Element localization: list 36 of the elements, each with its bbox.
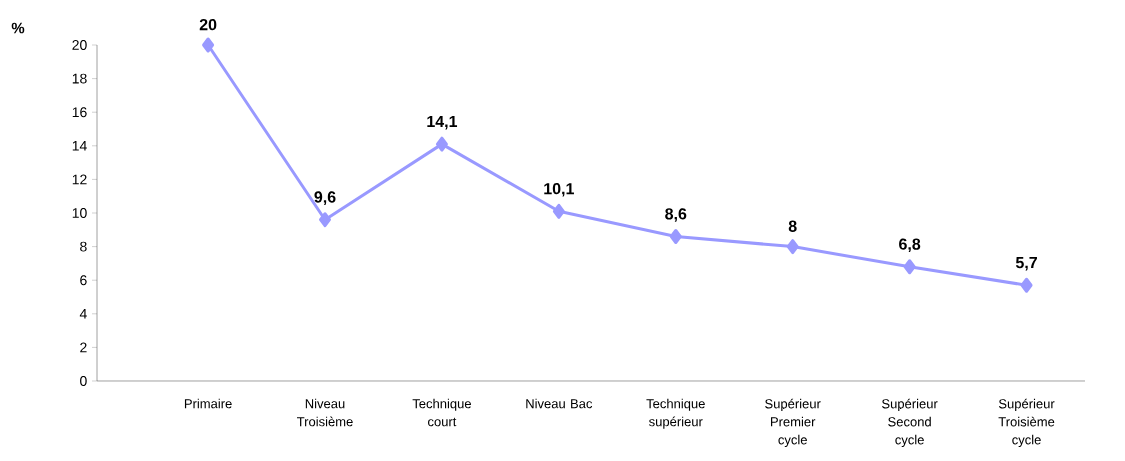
x-tick-label: Supérieur Troisième cycle bbox=[998, 398, 1055, 447]
y-axis-title: % bbox=[11, 22, 25, 34]
y-tick-label: 0 bbox=[80, 376, 87, 386]
y-tick-label: 14 bbox=[72, 141, 87, 151]
y-tick-label: 16 bbox=[72, 107, 87, 118]
y-tick-label: 6 bbox=[80, 275, 87, 286]
x-tick-label: Supérieur Second cycle bbox=[882, 398, 938, 447]
x-tick-label: Technique court bbox=[412, 398, 471, 427]
y-tick-label: 12 bbox=[72, 174, 87, 185]
y-tick-label: 18 bbox=[72, 73, 87, 84]
point bbox=[552, 203, 565, 219]
point bbox=[903, 259, 916, 275]
x-tick-label: Technique supérieur bbox=[646, 398, 705, 429]
x-tick-label: Supérieur Premier cycle bbox=[765, 398, 821, 447]
data-label: 20 bbox=[199, 18, 217, 31]
y-tick-label: 10 bbox=[72, 208, 87, 218]
point bbox=[435, 136, 448, 152]
x-tick-label: Niveau Bac bbox=[526, 398, 593, 409]
point bbox=[1020, 277, 1033, 293]
x-tick-label: Primaire bbox=[184, 398, 232, 409]
point bbox=[786, 239, 799, 255]
data-label: 10,1 bbox=[544, 182, 574, 197]
point bbox=[319, 212, 331, 228]
y-tick-label: 2 bbox=[80, 342, 87, 353]
data-label: 14,1 bbox=[427, 115, 458, 130]
y-tick-label: 8 bbox=[80, 241, 87, 252]
point bbox=[669, 229, 682, 245]
x-tick-label: Niveau Troisième bbox=[297, 398, 353, 427]
data-label: 9,6 bbox=[314, 191, 336, 205]
data-label: 5,7 bbox=[1015, 257, 1037, 271]
data-label: 8,6 bbox=[665, 208, 687, 222]
point bbox=[202, 37, 215, 53]
data-label: 6,8 bbox=[899, 238, 921, 253]
y-tick-label: 4 bbox=[79, 309, 87, 319]
y-tick-label: 20 bbox=[72, 40, 87, 50]
data-label: 8 bbox=[788, 220, 797, 232]
